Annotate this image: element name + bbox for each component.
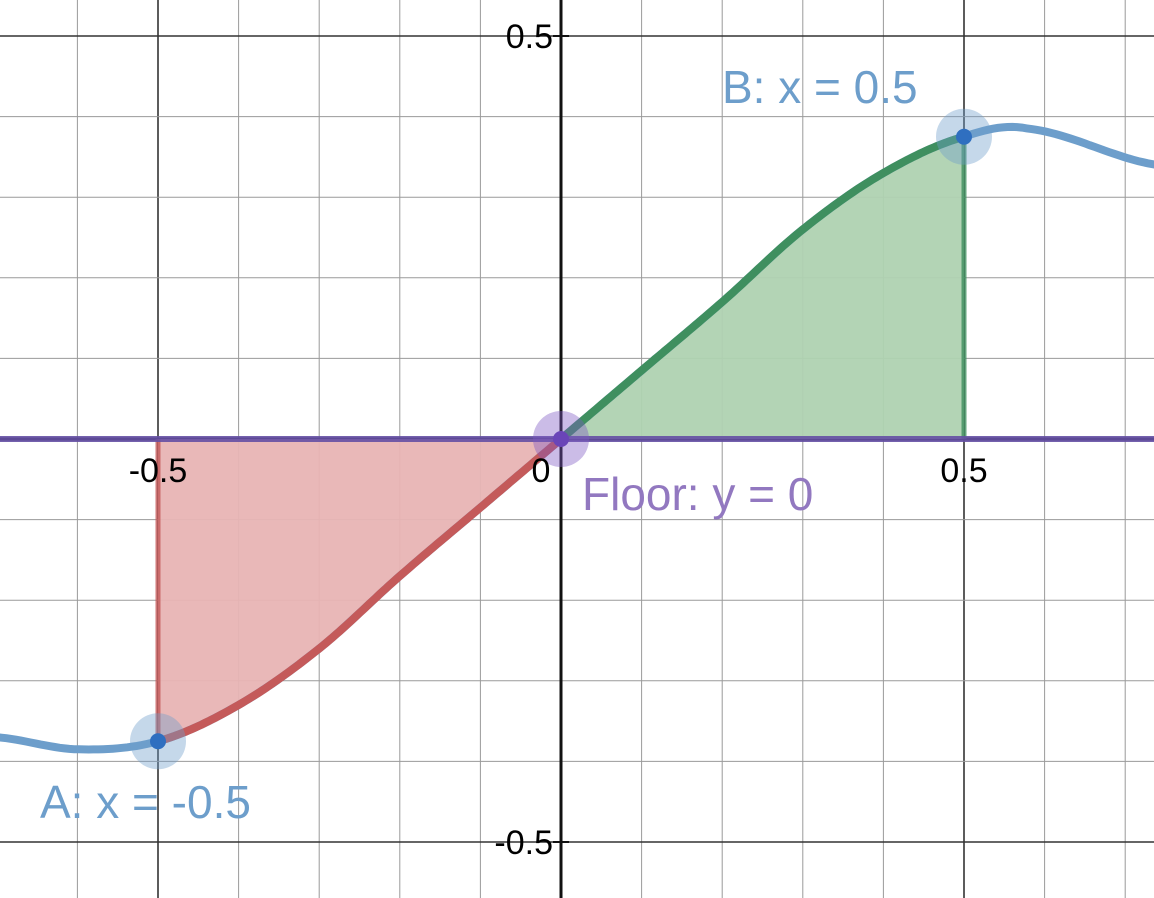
point-2[interactable] — [533, 411, 589, 467]
point-dot — [150, 733, 166, 750]
y-tick-label: 0.5 — [506, 18, 553, 56]
x-tick-label: 0.5 — [940, 452, 987, 490]
region-curve-1 — [557, 132, 968, 443]
shaded-region-0 — [158, 439, 561, 742]
floor-label: Floor: y = 0 — [582, 468, 813, 520]
y-tick-label: -0.5 — [494, 824, 553, 862]
x-tick-label: 0 — [532, 452, 551, 490]
points-layer[interactable] — [130, 108, 992, 770]
point-b-label: B: x = 0.5 — [722, 61, 918, 113]
point-a-label: A: x = -0.5 — [40, 776, 251, 828]
shaded-region-1 — [561, 136, 964, 440]
point-dot — [553, 431, 569, 447]
tick-labels: -0.5 0 0.5 0.5 -0.5 — [129, 18, 988, 862]
point-1[interactable] — [936, 108, 992, 165]
point-dot — [956, 128, 972, 145]
shaded-regions — [158, 136, 964, 742]
x-tick-label: -0.5 — [129, 452, 188, 490]
region-curve-0 — [154, 435, 565, 746]
point-0[interactable] — [130, 713, 186, 770]
